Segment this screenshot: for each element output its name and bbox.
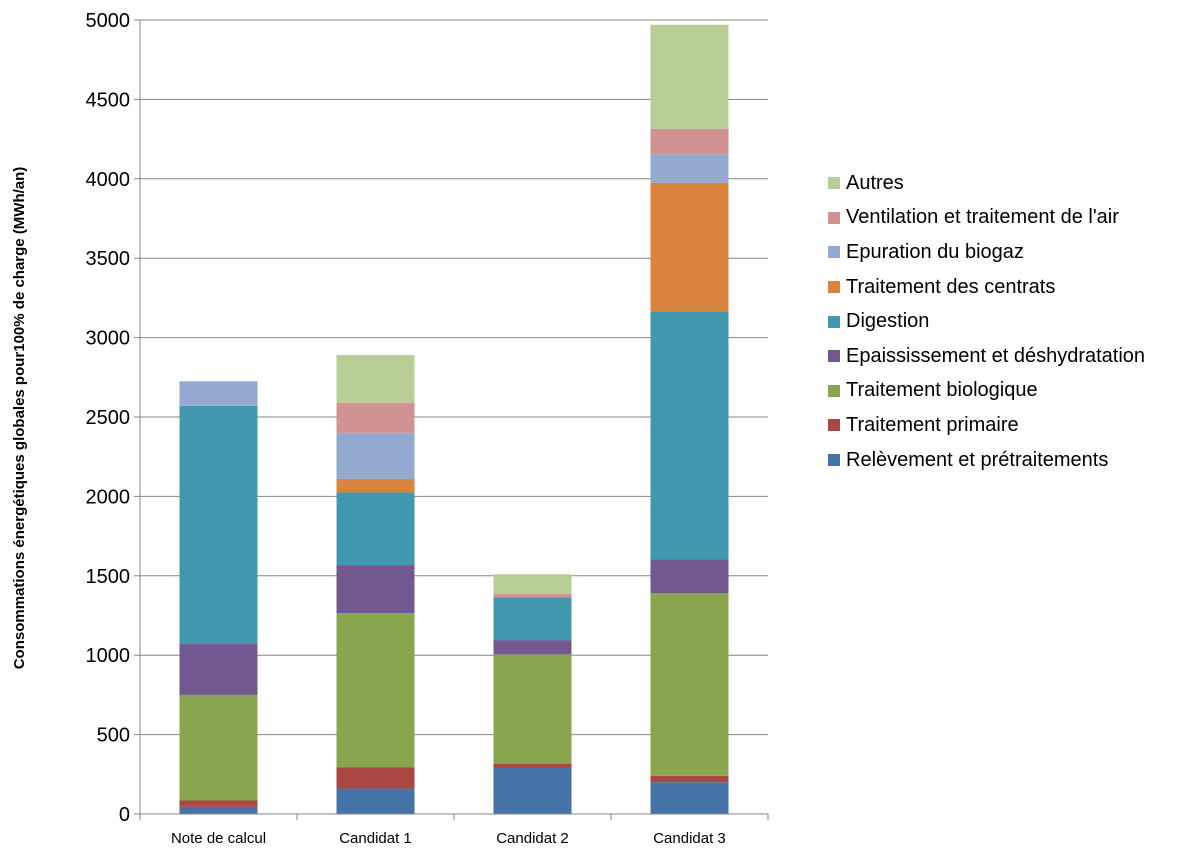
y-tick-label: 500 — [97, 725, 130, 747]
x-category-labels: Note de calcul Candidat 1 Candidat 2 Candid… — [139, 814, 769, 847]
legend-swatch — [828, 246, 840, 259]
y-tick-label: 5000 — [86, 10, 131, 32]
legend-label: Traitement biologique — [846, 379, 1038, 402]
legend-label: Epaississement et déshydratation — [846, 344, 1146, 367]
legend-swatch — [828, 419, 840, 432]
bar-segment — [336, 565, 415, 614]
legend-label: Autres — [846, 171, 904, 194]
y-tick-label: 1500 — [86, 566, 131, 588]
legend-swatch — [828, 384, 840, 397]
legend-swatch — [828, 211, 840, 224]
x-category-label: Note de calcul — [171, 830, 266, 847]
legend-label: Traitement primaire — [846, 413, 1019, 436]
bar-segment — [179, 806, 258, 814]
bar-segment — [650, 24, 729, 129]
bar-segment — [650, 154, 729, 183]
legend-label: Digestion — [846, 310, 930, 333]
y-tick-label: 1000 — [86, 645, 131, 667]
y-tick-label: 3500 — [86, 248, 131, 270]
bar-segment — [336, 432, 415, 479]
legend-item: Digestion — [828, 304, 1145, 339]
y-tick-label: 4000 — [86, 169, 131, 191]
bar-segment — [493, 597, 572, 641]
bar-segment — [493, 594, 572, 598]
x-category-label: Candidat 3 — [653, 830, 726, 847]
y-tick-label: 0 — [119, 804, 130, 826]
bar-segment — [493, 574, 572, 595]
legend-item: Traitement biologique — [828, 374, 1145, 409]
bar-segment — [650, 128, 729, 155]
bar-segment — [179, 694, 258, 801]
bar-segment — [179, 644, 258, 695]
legend: Autres Ventilation et traitement de l'air… — [828, 166, 1145, 477]
legend-swatch — [828, 177, 840, 190]
y-tick-label: 3000 — [86, 328, 131, 350]
bar-segment — [493, 654, 572, 764]
bar-segment — [179, 800, 258, 807]
bar-segment — [650, 775, 729, 783]
bar-segment — [336, 355, 415, 403]
y-axis-label: Consommations énergétiques globales pour… — [11, 167, 28, 670]
legend-item: Traitement des centrats — [828, 270, 1145, 305]
y-tick-label: 2500 — [86, 407, 131, 429]
bar-segment — [650, 559, 729, 594]
legend-item: Traitement primaire — [828, 408, 1145, 443]
bar-segment — [336, 402, 415, 433]
legend-item: Epuration du biogaz — [828, 235, 1145, 270]
y-tick-labels: 0 500 1000 1500 2000 2500 3000 3500 4000 4500 5000 — [86, 10, 140, 826]
legend-item: Epaississement et déshydratation — [828, 339, 1145, 374]
legend-label: Relèvement et prétraitements — [846, 448, 1109, 471]
bar-segment — [650, 593, 729, 776]
legend-swatch — [828, 454, 840, 467]
y-tick-label: 2000 — [86, 486, 131, 508]
legend-swatch — [828, 315, 840, 328]
bar-segment — [650, 782, 729, 814]
x-category-label: Candidat 2 — [496, 830, 569, 847]
legend-label: Ventilation et traitement de l'air — [846, 206, 1119, 229]
bars — [179, 24, 729, 814]
bar-segment — [336, 492, 415, 566]
legend-label: Epuration du biogaz — [846, 240, 1024, 263]
x-category-label: Candidat 1 — [339, 830, 412, 847]
bar-segment — [179, 405, 258, 645]
bar-segment — [336, 613, 415, 768]
legend-item: Autres — [828, 166, 1145, 201]
bar-segment — [336, 767, 415, 789]
legend-item: Relèvement et prétraitements — [828, 443, 1145, 478]
legend-item: Ventilation et traitement de l'air — [828, 201, 1145, 236]
bar-segment — [336, 788, 415, 814]
bar-segment — [493, 763, 572, 768]
legend-swatch — [828, 281, 840, 294]
legend-swatch — [828, 350, 840, 363]
bar-segment — [493, 767, 572, 814]
y-tick-label: 4500 — [86, 89, 131, 111]
bar-segment — [493, 640, 572, 655]
bar-segment — [650, 311, 729, 560]
legend-label: Traitement des centrats — [846, 275, 1056, 298]
bar-segment — [179, 381, 258, 406]
bar-segment — [336, 478, 415, 493]
bar-segment — [650, 182, 729, 312]
